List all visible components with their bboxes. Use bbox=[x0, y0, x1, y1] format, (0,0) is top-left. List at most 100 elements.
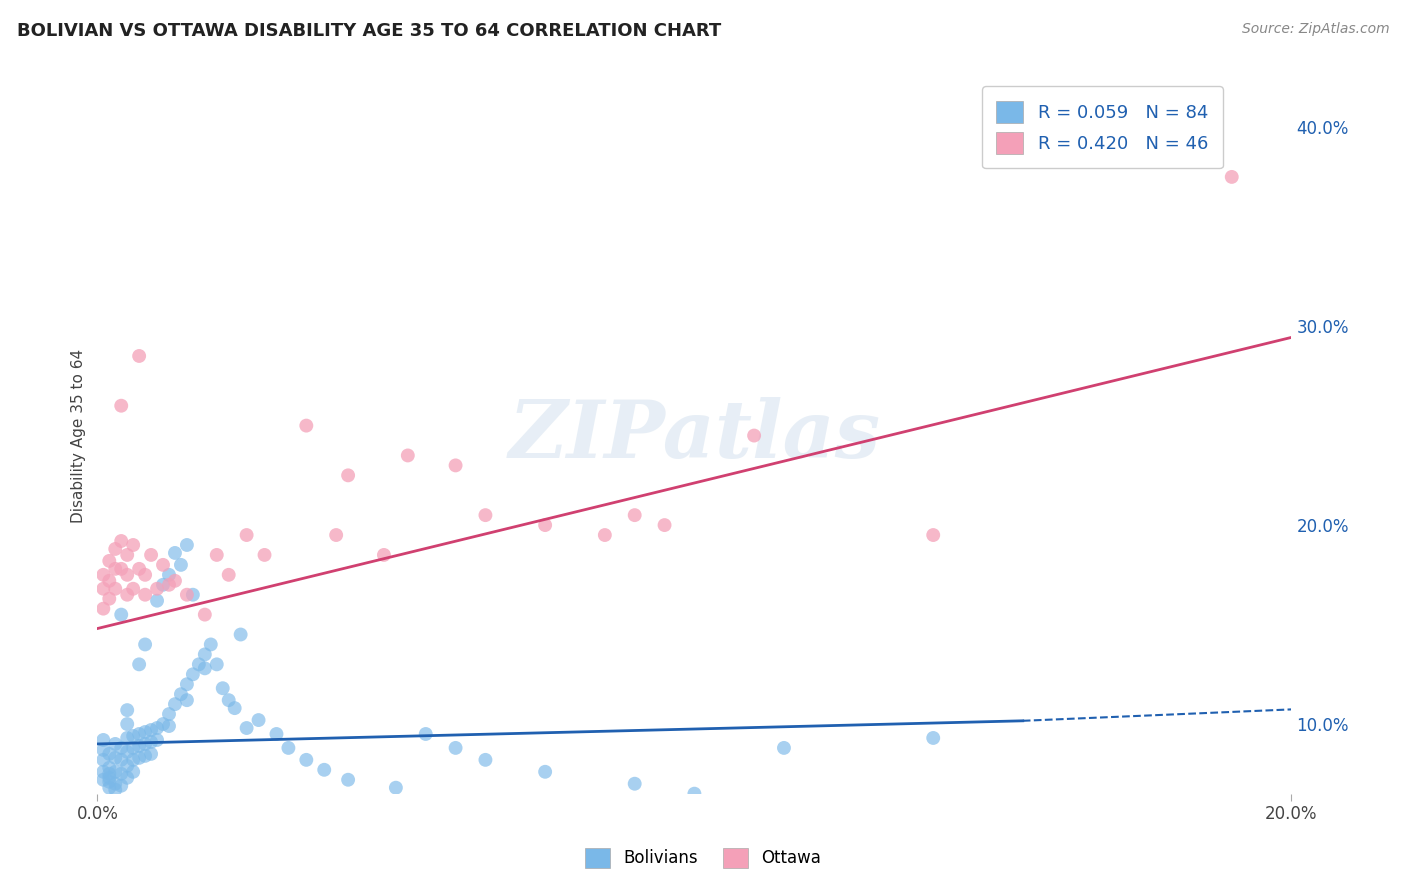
Point bbox=[163, 697, 186, 711]
Point bbox=[176, 538, 198, 552]
Point bbox=[104, 562, 127, 576]
Point bbox=[104, 737, 127, 751]
Point bbox=[91, 753, 114, 767]
Point bbox=[157, 719, 180, 733]
Point bbox=[623, 777, 645, 791]
Point bbox=[91, 567, 114, 582]
Point bbox=[229, 627, 252, 641]
Point bbox=[146, 582, 169, 596]
Point bbox=[134, 588, 156, 602]
Point bbox=[176, 693, 198, 707]
Point bbox=[98, 766, 121, 780]
Point bbox=[295, 753, 318, 767]
Point bbox=[134, 725, 156, 739]
Point bbox=[194, 661, 217, 675]
Point bbox=[163, 546, 186, 560]
Point bbox=[115, 759, 138, 773]
Point bbox=[235, 528, 257, 542]
Point bbox=[253, 548, 276, 562]
Point bbox=[115, 771, 138, 785]
Text: Source: ZipAtlas.com: Source: ZipAtlas.com bbox=[1241, 22, 1389, 37]
Point bbox=[415, 727, 437, 741]
Point bbox=[146, 593, 169, 607]
Point bbox=[181, 588, 204, 602]
Point bbox=[98, 591, 121, 606]
Point bbox=[211, 681, 233, 696]
Point bbox=[115, 703, 138, 717]
Point bbox=[98, 554, 121, 568]
Point bbox=[157, 707, 180, 722]
Point bbox=[139, 548, 162, 562]
Point bbox=[122, 764, 145, 779]
Point bbox=[194, 648, 217, 662]
Point bbox=[110, 399, 132, 413]
Point bbox=[152, 578, 174, 592]
Point bbox=[104, 751, 127, 765]
Point bbox=[128, 727, 150, 741]
Point bbox=[146, 733, 169, 747]
Point bbox=[115, 548, 138, 562]
Point bbox=[110, 753, 132, 767]
Point bbox=[122, 582, 145, 596]
Point bbox=[1220, 169, 1243, 184]
Point bbox=[187, 657, 209, 672]
Point bbox=[104, 582, 127, 596]
Point bbox=[683, 787, 706, 801]
Point bbox=[152, 558, 174, 572]
Point bbox=[98, 747, 121, 761]
Point bbox=[115, 745, 138, 759]
Point bbox=[654, 518, 676, 533]
Point bbox=[91, 601, 114, 615]
Point bbox=[277, 740, 299, 755]
Point bbox=[176, 677, 198, 691]
Point bbox=[205, 548, 228, 562]
Point bbox=[194, 607, 217, 622]
Point bbox=[139, 735, 162, 749]
Point bbox=[623, 508, 645, 523]
Point bbox=[474, 508, 496, 523]
Point bbox=[122, 729, 145, 743]
Text: BOLIVIAN VS OTTAWA DISABILITY AGE 35 TO 64 CORRELATION CHART: BOLIVIAN VS OTTAWA DISABILITY AGE 35 TO … bbox=[17, 22, 721, 40]
Point bbox=[122, 740, 145, 755]
Point bbox=[742, 428, 765, 442]
Point bbox=[396, 449, 419, 463]
Point bbox=[337, 468, 360, 483]
Point bbox=[134, 567, 156, 582]
Point bbox=[110, 766, 132, 780]
Point bbox=[444, 740, 467, 755]
Point bbox=[91, 772, 114, 787]
Point bbox=[337, 772, 360, 787]
Point bbox=[224, 701, 246, 715]
Point bbox=[128, 657, 150, 672]
Point bbox=[91, 582, 114, 596]
Point bbox=[176, 588, 198, 602]
Point bbox=[115, 567, 138, 582]
Point bbox=[104, 764, 127, 779]
Point bbox=[91, 733, 114, 747]
Point bbox=[181, 667, 204, 681]
Point bbox=[247, 713, 270, 727]
Point bbox=[474, 753, 496, 767]
Legend: R = 0.059   N = 84, R = 0.420   N = 46: R = 0.059 N = 84, R = 0.420 N = 46 bbox=[981, 87, 1223, 169]
Point bbox=[170, 558, 193, 572]
Point bbox=[122, 538, 145, 552]
Point bbox=[314, 763, 336, 777]
Point bbox=[922, 731, 945, 745]
Point bbox=[128, 739, 150, 753]
Point bbox=[139, 723, 162, 737]
Point bbox=[128, 349, 150, 363]
Point bbox=[104, 541, 127, 556]
Point bbox=[534, 764, 557, 779]
Point bbox=[115, 588, 138, 602]
Point bbox=[128, 751, 150, 765]
Point bbox=[134, 637, 156, 651]
Point bbox=[134, 737, 156, 751]
Point bbox=[593, 528, 616, 542]
Point bbox=[91, 743, 114, 757]
Point bbox=[295, 418, 318, 433]
Point bbox=[200, 637, 222, 651]
Point bbox=[134, 748, 156, 763]
Point bbox=[110, 740, 132, 755]
Text: ZIPatlas: ZIPatlas bbox=[509, 397, 880, 475]
Point bbox=[373, 548, 395, 562]
